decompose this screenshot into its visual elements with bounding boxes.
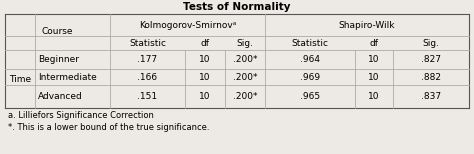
Text: .882: .882: [421, 73, 441, 81]
Text: 10: 10: [199, 73, 211, 81]
Text: .965: .965: [300, 92, 320, 101]
Text: Sig.: Sig.: [422, 38, 439, 47]
Text: .200*: .200*: [233, 55, 257, 64]
Text: a. Lilliefors Significance Correction: a. Lilliefors Significance Correction: [8, 111, 154, 120]
Text: Shapiro-Wilk: Shapiro-Wilk: [339, 20, 395, 30]
Text: Course: Course: [42, 28, 73, 36]
Text: df: df: [370, 38, 379, 47]
Text: .964: .964: [300, 55, 320, 64]
Text: 10: 10: [199, 55, 211, 64]
Text: Intermediate: Intermediate: [38, 73, 97, 81]
Text: .837: .837: [421, 92, 441, 101]
Text: .200*: .200*: [233, 92, 257, 101]
Text: Sig.: Sig.: [237, 38, 254, 47]
Text: .151: .151: [137, 92, 157, 101]
Text: 10: 10: [368, 73, 380, 81]
Text: .827: .827: [421, 55, 441, 64]
Text: Statistic: Statistic: [292, 38, 328, 47]
Text: 10: 10: [199, 92, 211, 101]
Text: Tests of Normality: Tests of Normality: [183, 2, 291, 12]
Text: df: df: [201, 38, 210, 47]
Text: Time: Time: [9, 75, 31, 83]
Text: Advanced: Advanced: [38, 92, 83, 101]
Text: Kolmogorov-Smirnovᵃ: Kolmogorov-Smirnovᵃ: [139, 20, 236, 30]
Text: .166: .166: [137, 73, 157, 81]
Text: Beginner: Beginner: [38, 55, 79, 64]
Text: 10: 10: [368, 92, 380, 101]
Text: 10: 10: [368, 55, 380, 64]
Text: .200*: .200*: [233, 73, 257, 81]
Text: .969: .969: [300, 73, 320, 81]
Text: Statistic: Statistic: [129, 38, 166, 47]
Text: .177: .177: [137, 55, 157, 64]
Text: *. This is a lower bound of the true significance.: *. This is a lower bound of the true sig…: [8, 124, 210, 132]
